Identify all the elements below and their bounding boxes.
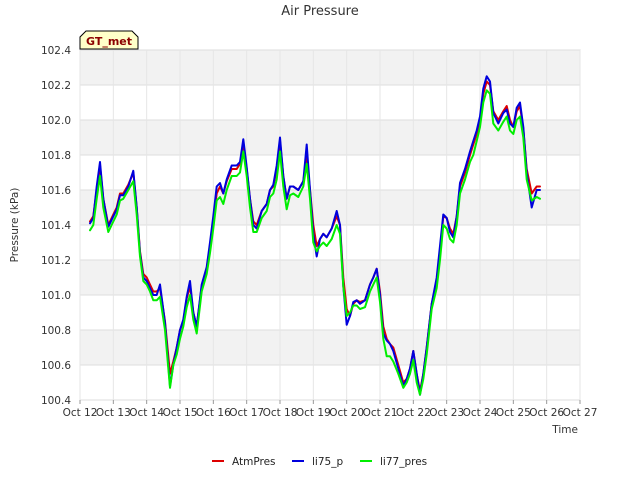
- y-tick-label: 101.2: [41, 255, 71, 267]
- x-tick-label: Oct 17: [229, 407, 264, 419]
- y-tick-label: 101.0: [41, 290, 71, 302]
- y-axis-ticks: 100.4 100.6 100.8 101.0 101.2 101.4 101.6 101.8…: [41, 45, 580, 407]
- station-badge: GT_met: [79, 30, 139, 50]
- x-tick-label: Oct 21: [363, 407, 398, 419]
- background-band: [80, 260, 580, 295]
- y-tick-label: 102.2: [41, 80, 71, 92]
- y-tick-label: 100.8: [41, 325, 71, 337]
- y-tick-label: 101.6: [41, 185, 71, 197]
- y-tick-label: 102.4: [41, 45, 71, 57]
- x-tick-label: Oct 23: [429, 407, 464, 419]
- x-tick-label: Oct 13: [96, 407, 131, 419]
- x-tick-label: Oct 27: [563, 407, 598, 419]
- legend-label: li77_pres: [380, 456, 427, 468]
- legend-label: AtmPres: [232, 456, 276, 468]
- x-tick-label: Oct 12: [63, 407, 98, 419]
- x-tick-label: Oct 19: [296, 407, 331, 419]
- series-lines: [89, 75, 541, 396]
- x-axis-title: Time: [551, 424, 578, 436]
- background-band: [80, 50, 580, 85]
- x-tick-label: Oct 22: [396, 407, 431, 419]
- background-band: [80, 120, 580, 155]
- x-tick-label: Oct 24: [463, 407, 498, 419]
- y-tick-label: 102.0: [41, 115, 71, 127]
- x-tick-label: Oct 16: [196, 407, 231, 419]
- background-band: [80, 190, 580, 225]
- x-tick-label: Oct 20: [329, 407, 364, 419]
- y-axis-title: Pressure (kPa): [9, 188, 21, 263]
- legend: AtmPres li75_p li77_pres: [212, 456, 427, 468]
- background-band: [80, 85, 580, 120]
- station-badge-label: GT_met: [86, 35, 132, 48]
- y-tick-label: 101.8: [41, 150, 71, 162]
- background-band: [80, 365, 580, 400]
- legend-label: li75_p: [312, 456, 343, 468]
- y-tick-label: 101.4: [41, 220, 71, 232]
- y-tick-label: 100.4: [41, 395, 71, 407]
- x-tick-label: Oct 25: [496, 407, 531, 419]
- background-band: [80, 155, 580, 190]
- x-tick-label: Oct 18: [263, 407, 298, 419]
- background-band: [80, 330, 580, 365]
- y-tick-label: 100.6: [41, 360, 71, 372]
- chart-title: Air Pressure: [281, 4, 359, 19]
- x-tick-label: Oct 15: [163, 407, 198, 419]
- x-tick-label: Oct 14: [129, 407, 164, 419]
- series-line-li77-pres: [89, 89, 541, 396]
- x-tick-label: Oct 26: [529, 407, 564, 419]
